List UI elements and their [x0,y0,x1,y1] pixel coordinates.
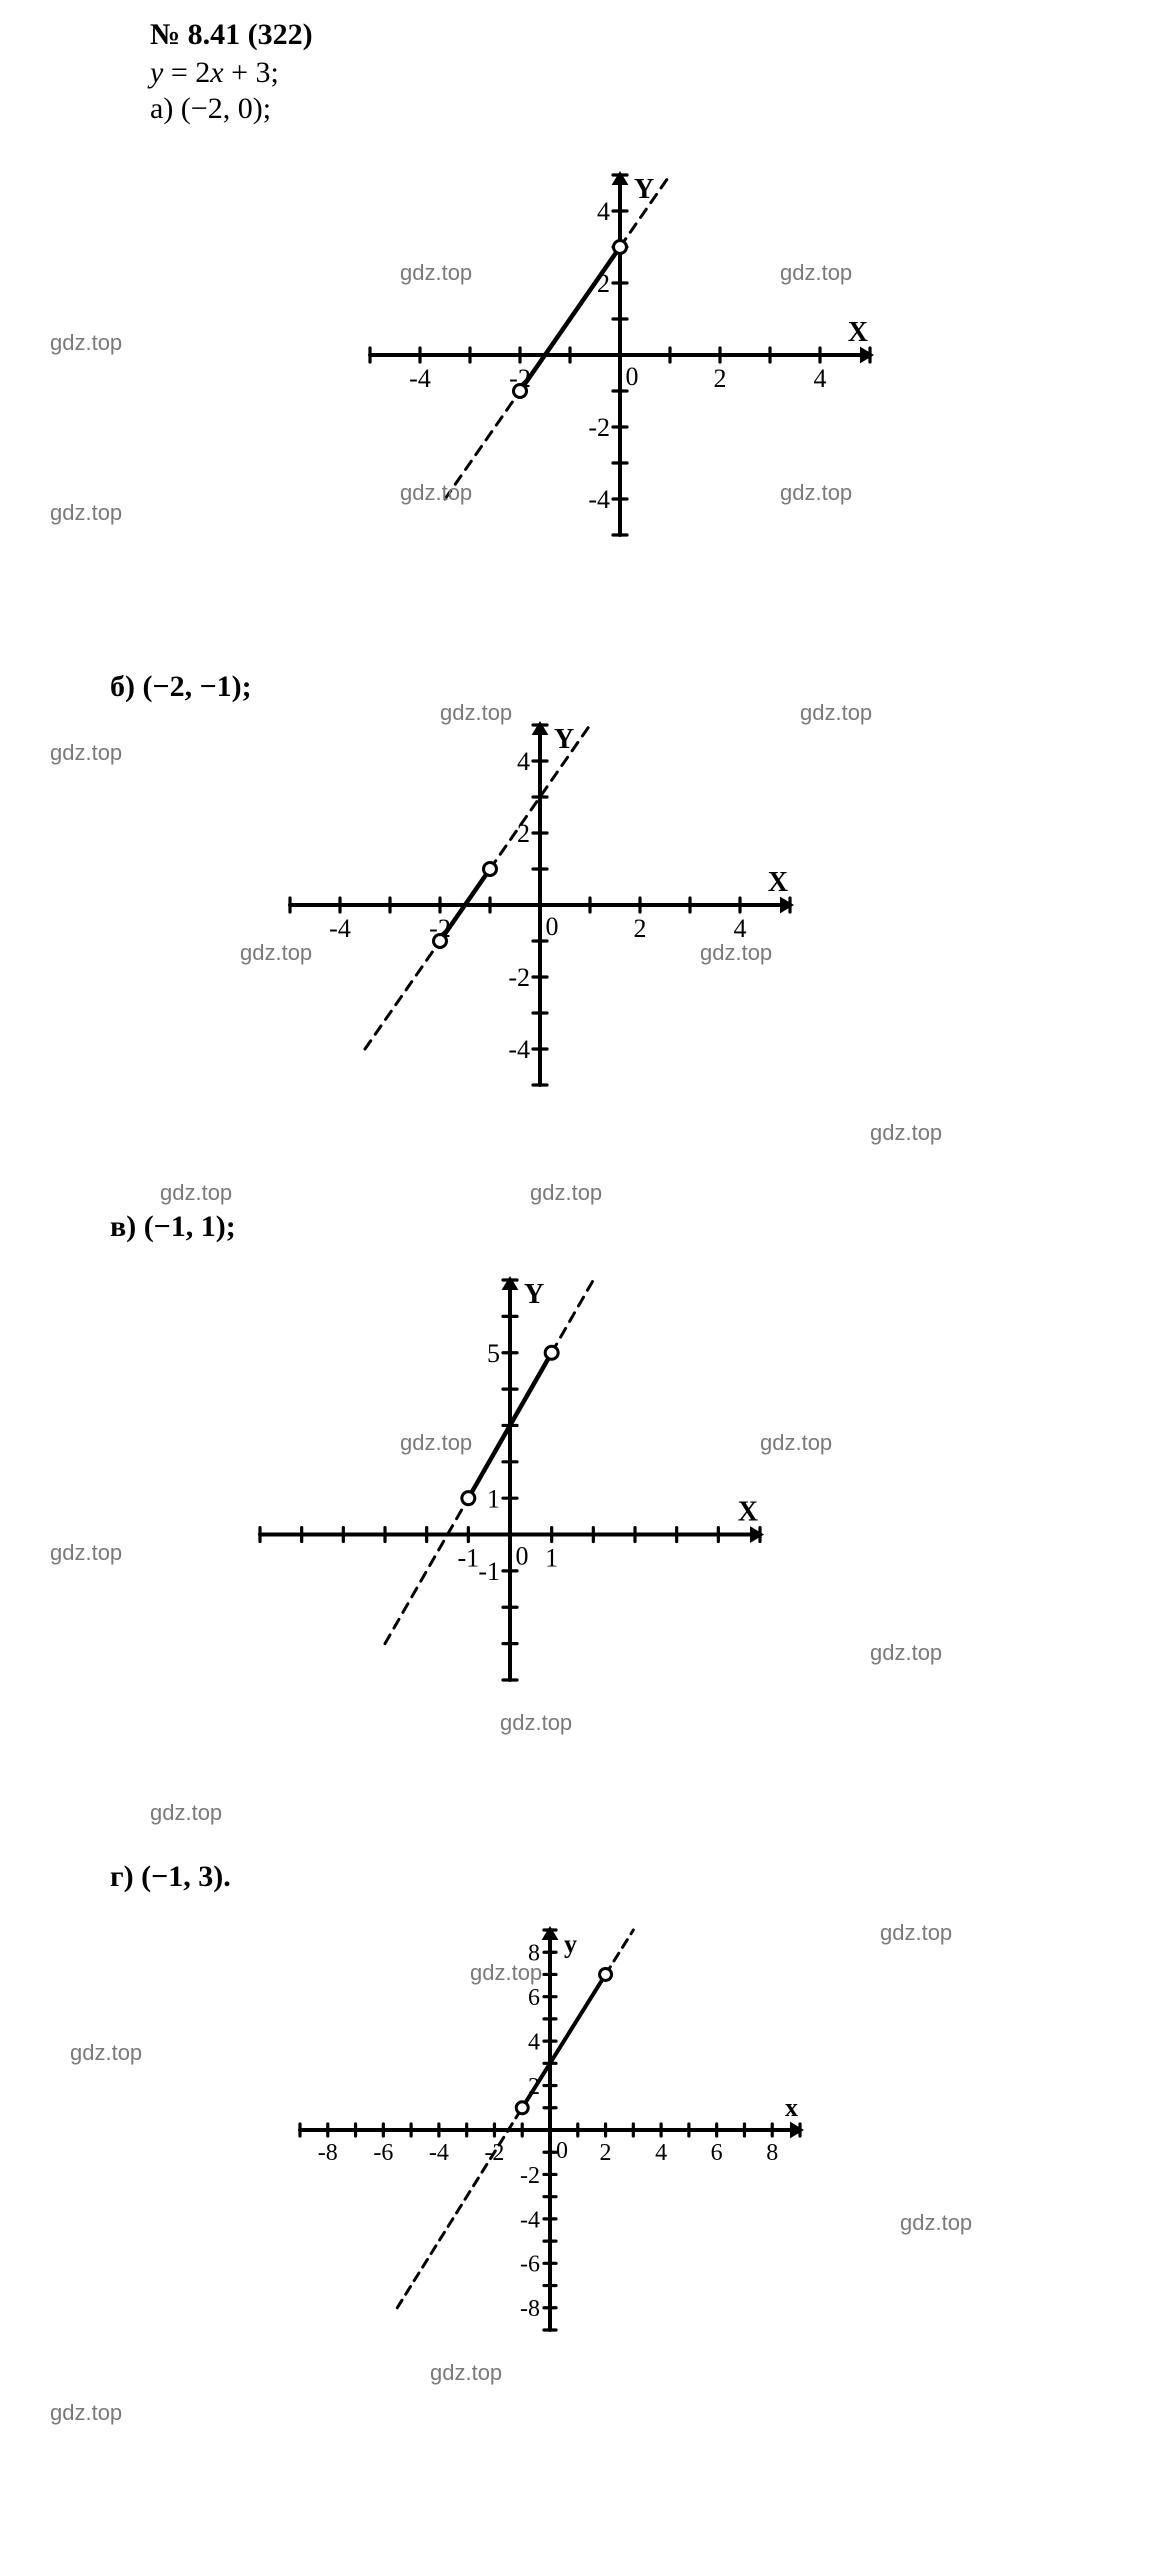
svg-text:0: 0 [516,1542,529,1571]
svg-text:4: 4 [528,2030,540,2056]
svg-text:6: 6 [528,1985,540,2011]
svg-text:0: 0 [556,2138,568,2164]
svg-text:2: 2 [600,2140,612,2166]
svg-text:X: X [768,867,788,898]
svg-text:4: 4 [734,914,747,943]
svg-text:1: 1 [487,1484,500,1513]
watermark: gdz.top [880,1920,952,1946]
svg-text:1: 1 [545,1544,558,1573]
svg-text:4: 4 [597,197,610,226]
svg-text:8: 8 [528,1941,540,1967]
svg-text:-4: -4 [429,2140,449,2166]
svg-text:-6: -6 [373,2140,393,2166]
svg-text:-1: -1 [478,1557,500,1586]
watermark: gdz.top [50,2400,122,2426]
chart-d: -8-6-4-202468-8-6-4-22468xy [270,1900,830,2365]
svg-text:4: 4 [814,364,827,393]
watermark: gdz.top [530,1180,602,1206]
equation: y = 2x + 3; [150,56,279,90]
svg-text:8: 8 [766,2140,778,2166]
chart-c: -1 01 -1 1 5 X Y [230,1250,790,1715]
svg-text:-4: -4 [329,914,351,943]
watermark: gdz.top [50,1540,122,1566]
watermark: gdz.top [150,1800,222,1826]
svg-text:-4: -4 [520,2207,540,2233]
watermark: gdz.top [870,1640,942,1666]
watermark: gdz.top [70,2040,142,2066]
svg-text:x: x [785,2093,798,2122]
svg-text:-4: -4 [409,364,431,393]
svg-text:-2: -2 [508,963,530,992]
problem-number: № 8.41 (322) [150,18,313,52]
chart-b: -4-2024-4-224XY [260,695,820,1120]
svg-text:4: 4 [517,747,530,776]
part-a-label: а) (−2, 0); [150,92,271,126]
svg-text:X: X [738,1497,758,1528]
svg-text:-4: -4 [588,485,610,514]
svg-text:2: 2 [634,914,647,943]
part-c-label: в) (−1, 1); [110,1210,236,1244]
watermark: gdz.top [900,2210,972,2236]
svg-text:2: 2 [517,819,530,848]
svg-text:5: 5 [487,1339,500,1368]
watermark: gdz.top [160,1180,232,1206]
svg-text:6: 6 [711,2140,723,2166]
part-b-label: б) (−2, −1); [110,670,252,704]
page: № 8.41 (322) y = 2x + 3; а) (−2, 0); -4 -… [0,0,1168,2566]
svg-text:-1: -1 [457,1544,479,1573]
svg-text:Y: Y [524,1279,544,1310]
svg-text:2: 2 [714,364,727,393]
svg-text:y: y [564,1929,577,1958]
watermark: gdz.top [50,740,122,766]
watermark: gdz.top [50,330,122,356]
svg-text:-8: -8 [520,2296,540,2322]
svg-text:-2: -2 [520,2163,540,2189]
svg-text:0: 0 [626,362,639,391]
svg-text:0: 0 [546,912,559,941]
svg-text:-8: -8 [318,2140,338,2166]
part-d-label: г) (−1, 3). [110,1860,231,1894]
svg-text:-2: -2 [588,413,610,442]
watermark: gdz.top [870,1120,942,1146]
watermark: gdz.top [50,500,122,526]
svg-text:4: 4 [655,2140,667,2166]
svg-text:-6: -6 [520,2252,540,2278]
chart-a: -4-2024-4-224XY [340,145,900,570]
svg-text:-4: -4 [508,1035,530,1064]
svg-text:X: X [848,317,868,348]
